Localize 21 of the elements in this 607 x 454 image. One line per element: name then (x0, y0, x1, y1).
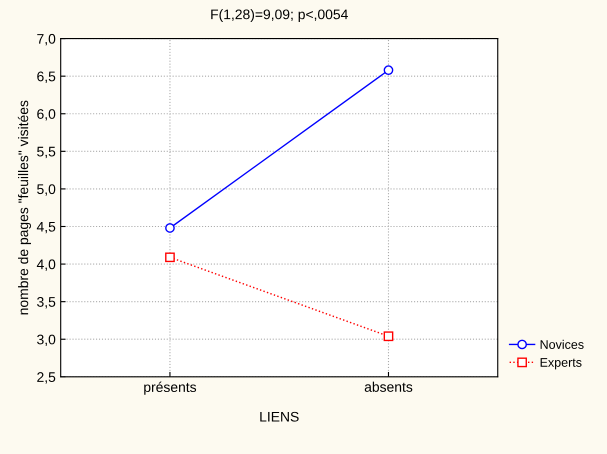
y-tick-label: 6,0 (37, 109, 56, 121)
point (165, 223, 175, 233)
y-tick-label: 5,0 (37, 184, 56, 196)
legend-label: Novices (540, 340, 584, 349)
y-tick-label: 7,0 (37, 34, 56, 46)
point (384, 65, 394, 76)
chart-title: F(1,28)=9,09; p<,0054 (211, 9, 348, 22)
y-tick-label: 4,5 (36, 222, 56, 234)
y-tick-label: 6,5 (37, 72, 56, 83)
x-axis-title: LIENS (260, 412, 299, 422)
y-tick-label: 4,0 (36, 259, 56, 271)
y-tick-label: 5,5 (37, 146, 56, 158)
y-tick-label: 3,5 (37, 296, 56, 308)
y-tick-label: 2,5 (37, 372, 56, 384)
x-tick-label: présents (144, 382, 196, 395)
y-axis-title: nombre de pages "feuilles" visitées (18, 100, 31, 314)
y-tick-label: 3,0 (37, 334, 56, 346)
point (165, 252, 175, 262)
legend-label: Experts (540, 358, 582, 370)
point (384, 331, 394, 342)
x-tick-label: absents (364, 382, 412, 392)
